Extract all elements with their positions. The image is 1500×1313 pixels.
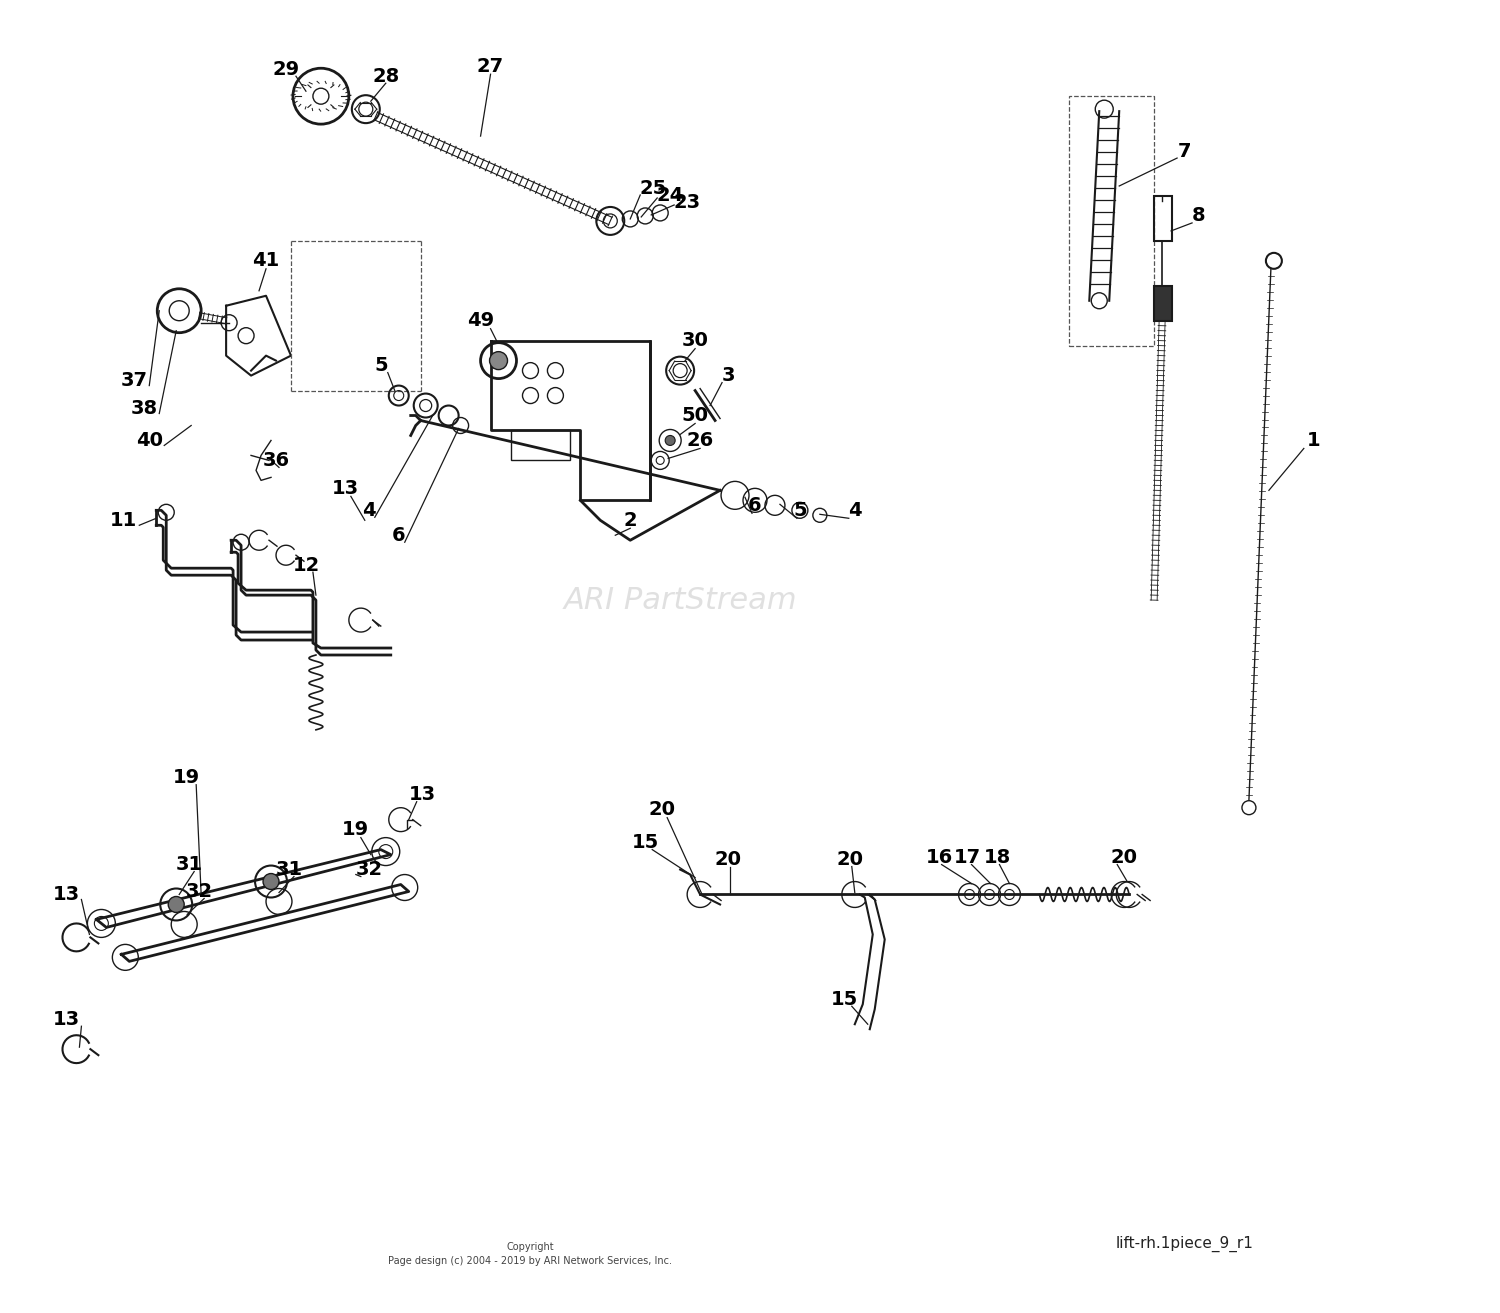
Text: 19: 19: [342, 821, 369, 839]
Circle shape: [168, 897, 184, 913]
Text: 50: 50: [681, 406, 708, 425]
Text: lift-rh.1piece_9_r1: lift-rh.1piece_9_r1: [1114, 1236, 1252, 1251]
Text: 32: 32: [356, 860, 382, 878]
Text: 6: 6: [392, 525, 405, 545]
Text: 17: 17: [954, 848, 981, 867]
Text: 13: 13: [53, 885, 80, 903]
Text: 5: 5: [794, 500, 807, 520]
Text: 38: 38: [130, 399, 158, 418]
Bar: [510, 431, 570, 461]
Text: 5: 5: [374, 356, 387, 376]
Text: 3: 3: [722, 366, 735, 385]
Text: 15: 15: [632, 834, 658, 852]
Text: ARI PartStream: ARI PartStream: [564, 586, 796, 614]
Text: 13: 13: [410, 785, 436, 804]
Circle shape: [489, 352, 507, 369]
Text: 41: 41: [252, 251, 279, 270]
Bar: [1154, 196, 1172, 240]
Text: Copyright
Page design (c) 2004 - 2019 by ARI Network Services, Inc.: Copyright Page design (c) 2004 - 2019 by…: [388, 1242, 672, 1266]
Text: 13: 13: [333, 479, 360, 498]
Text: 24: 24: [657, 186, 684, 205]
Text: 32: 32: [186, 882, 213, 901]
Text: 40: 40: [136, 431, 164, 450]
Text: 12: 12: [292, 555, 320, 575]
Text: 8: 8: [1192, 206, 1206, 226]
Text: 16: 16: [926, 848, 952, 867]
Text: 28: 28: [372, 67, 399, 85]
Text: 7: 7: [1178, 142, 1191, 160]
Text: 20: 20: [1110, 848, 1137, 867]
Text: 20: 20: [837, 850, 864, 869]
Text: 13: 13: [53, 1010, 80, 1028]
Text: 4: 4: [362, 500, 375, 520]
Bar: [1154, 286, 1172, 320]
Text: 19: 19: [172, 768, 200, 788]
Text: 26: 26: [687, 431, 714, 450]
Text: 15: 15: [831, 990, 858, 1008]
Text: 20: 20: [648, 800, 675, 819]
Text: 31: 31: [176, 855, 202, 874]
Text: 36: 36: [262, 450, 290, 470]
Text: 37: 37: [122, 372, 148, 390]
Text: 18: 18: [984, 848, 1011, 867]
Text: 11: 11: [110, 511, 136, 529]
Circle shape: [664, 436, 675, 445]
Bar: [1070, 96, 1154, 345]
Text: 2: 2: [624, 511, 638, 529]
Text: 1: 1: [1306, 431, 1320, 450]
Text: 20: 20: [714, 850, 741, 869]
Text: 49: 49: [466, 311, 494, 330]
Text: 23: 23: [674, 193, 700, 213]
Text: 31: 31: [276, 860, 303, 878]
Text: 29: 29: [273, 60, 300, 79]
Text: 27: 27: [477, 56, 504, 76]
Text: 30: 30: [681, 331, 708, 351]
Text: 6: 6: [748, 496, 762, 515]
Text: 25: 25: [639, 180, 668, 198]
Text: 4: 4: [847, 500, 861, 520]
Circle shape: [262, 873, 279, 889]
